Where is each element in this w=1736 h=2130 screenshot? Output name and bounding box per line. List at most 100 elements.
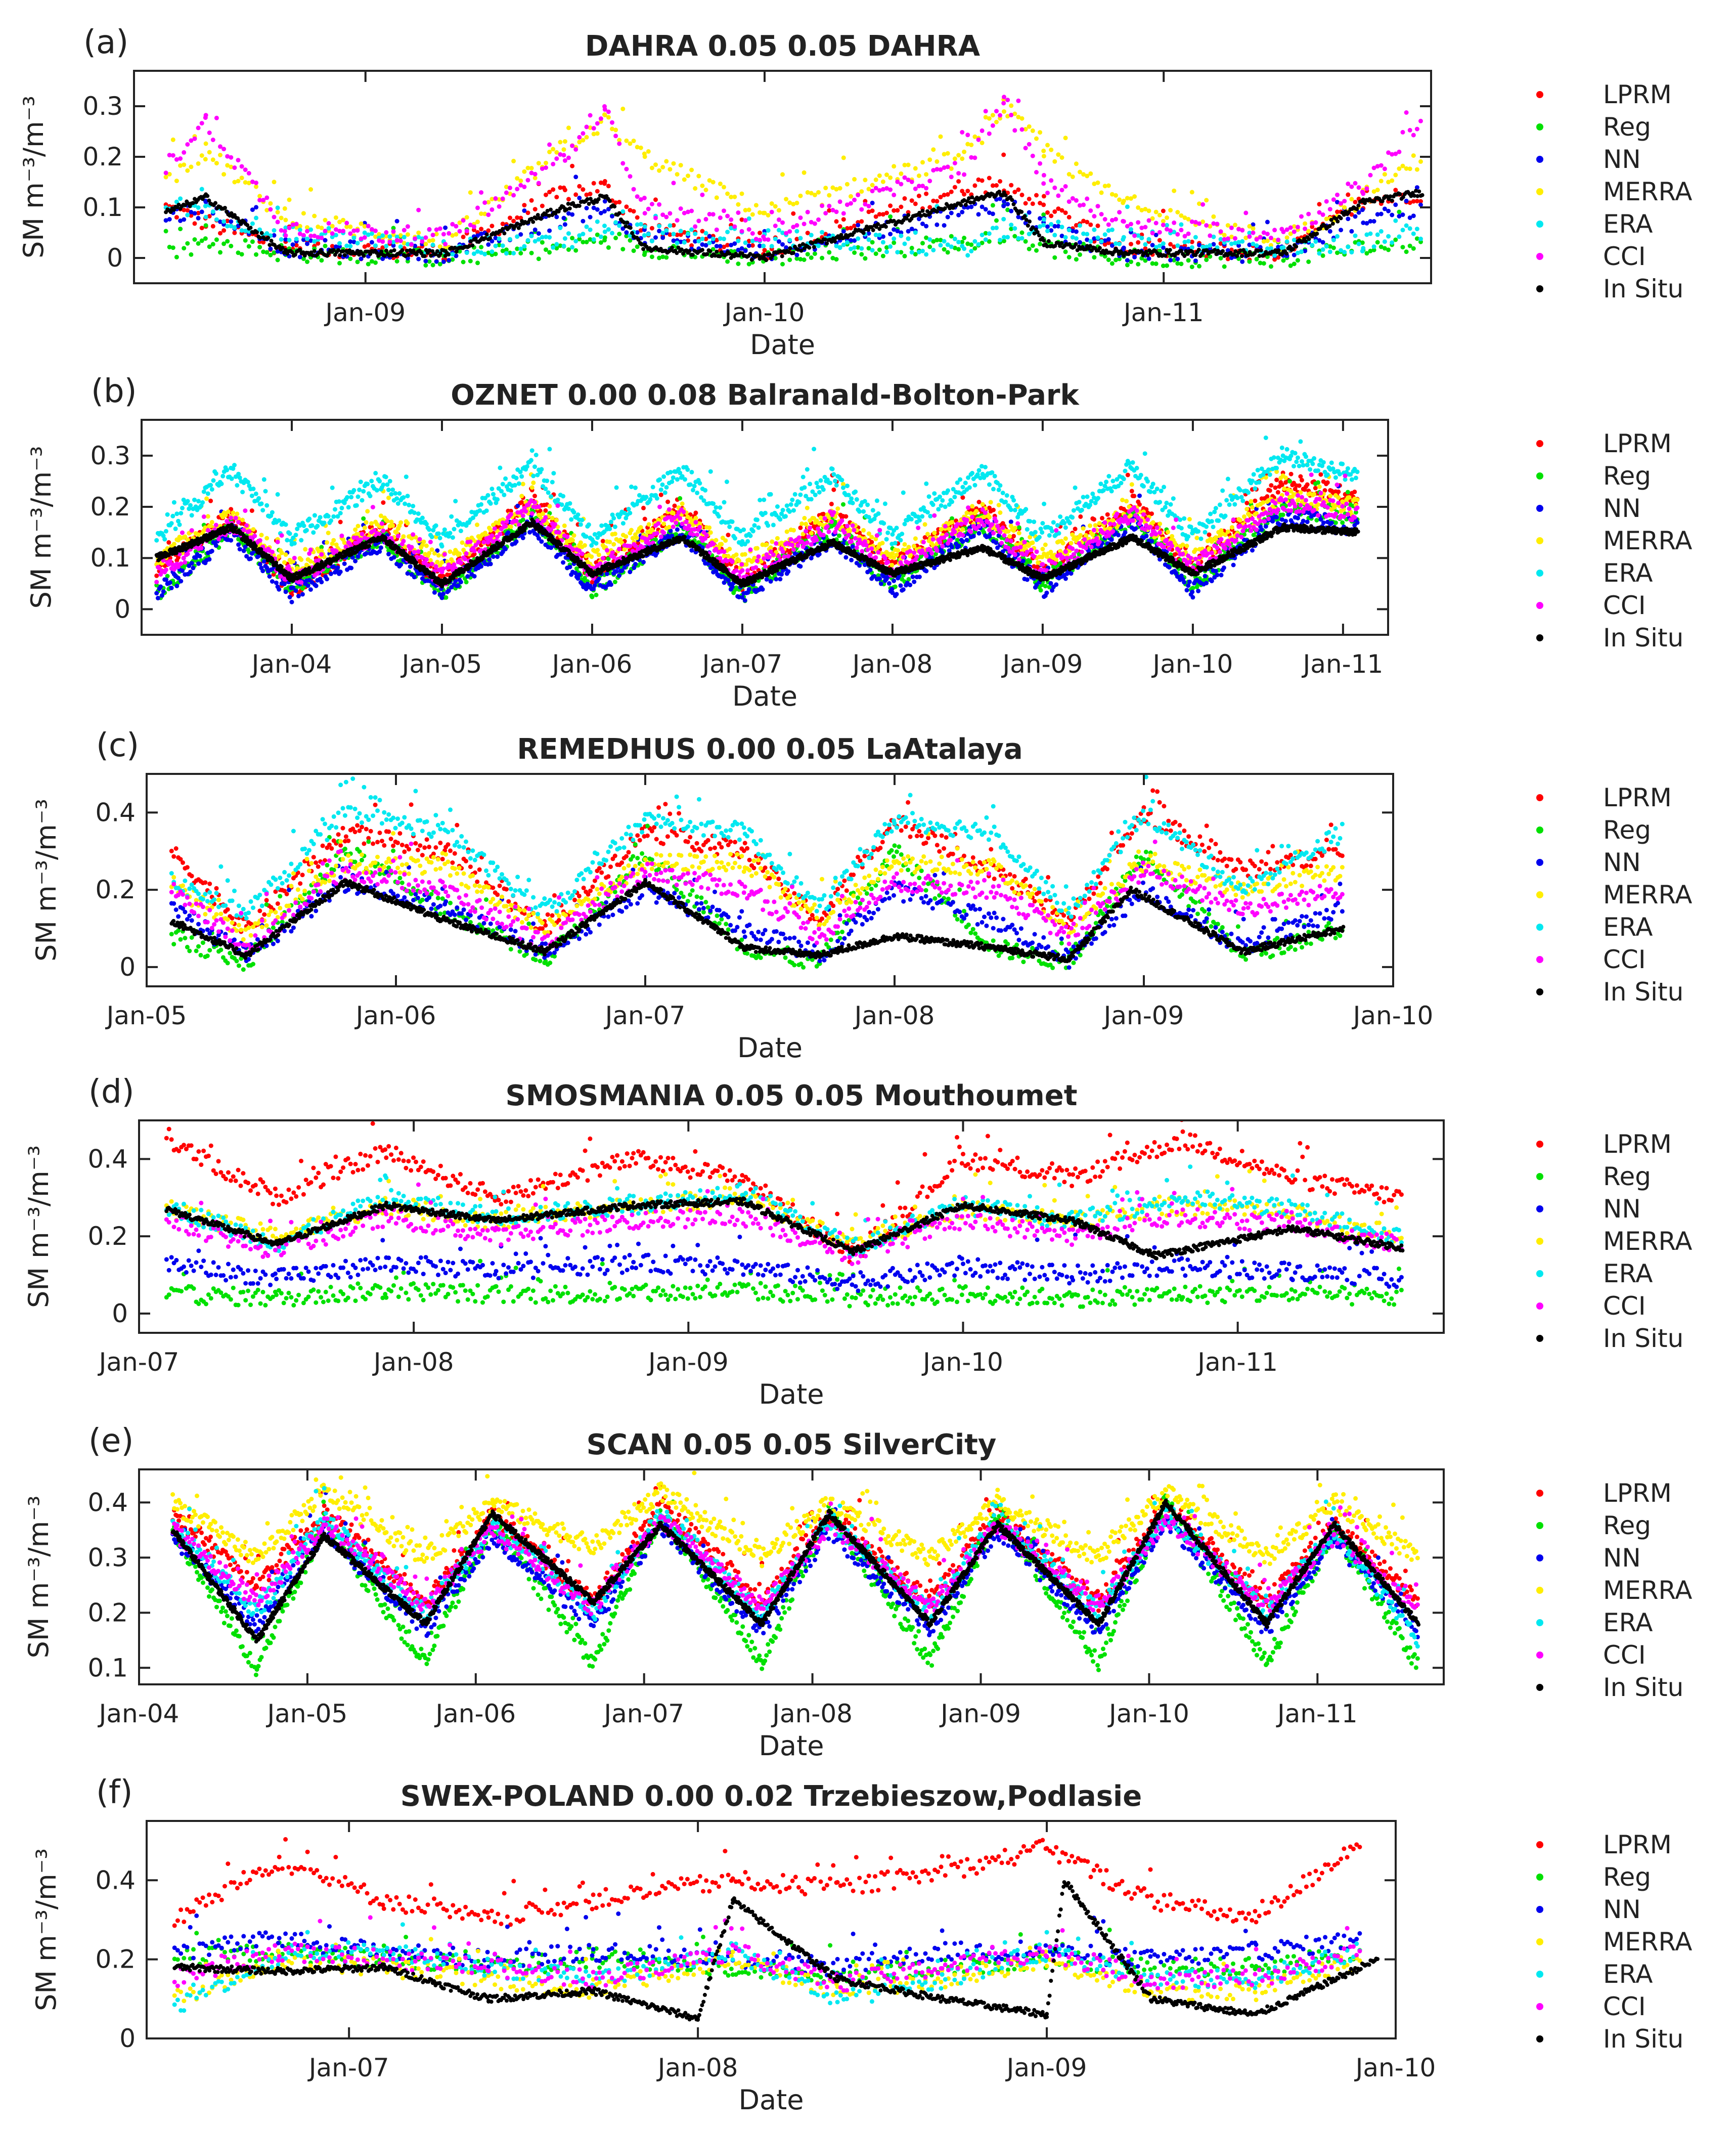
data-point (703, 231, 708, 236)
data-point (221, 147, 227, 152)
data-point (423, 241, 428, 246)
data-point (1041, 194, 1046, 199)
data-point (574, 566, 579, 571)
data-point (1129, 222, 1133, 227)
data-point (1324, 216, 1329, 222)
data-point (581, 232, 586, 237)
data-point (924, 252, 929, 257)
data-point (1327, 249, 1332, 254)
data-point (500, 222, 505, 227)
data-point (1349, 184, 1354, 189)
data-point (167, 244, 172, 249)
data-point (1139, 226, 1144, 230)
data-point (1390, 178, 1395, 183)
data-point (1375, 164, 1380, 169)
data-point (493, 251, 498, 256)
legend-marker (1536, 91, 1543, 98)
data-point (1059, 241, 1064, 245)
data-point (1106, 257, 1111, 263)
data-point (722, 236, 726, 241)
data-point (403, 254, 408, 258)
data-point (1078, 223, 1082, 228)
data-point (787, 257, 792, 263)
data-point (441, 232, 446, 237)
data-point (1290, 247, 1295, 251)
data-point (268, 246, 273, 251)
data-point (892, 227, 897, 232)
data-point (508, 215, 512, 221)
data-point (1129, 242, 1133, 247)
data-point (562, 188, 567, 193)
data-point (257, 198, 262, 203)
data-point (1251, 241, 1256, 246)
data-point (1407, 127, 1412, 133)
data-point (657, 229, 662, 234)
data-point (239, 222, 243, 226)
data-point (998, 113, 1003, 118)
data-point (467, 244, 471, 248)
data-point (750, 212, 755, 217)
legend-label: CCI (1603, 242, 1646, 271)
data-point (1085, 220, 1090, 225)
data-point (1229, 225, 1234, 230)
data-point (229, 224, 234, 229)
data-point (305, 225, 309, 230)
data-point (536, 256, 541, 262)
data-point (366, 224, 371, 229)
data-point (945, 214, 950, 220)
data-point (1261, 230, 1266, 235)
data-point (1258, 260, 1263, 266)
data-point (323, 229, 328, 234)
data-point (366, 262, 371, 267)
data-point (1189, 245, 1194, 250)
data-point (856, 236, 861, 241)
data-point (870, 189, 875, 194)
data-point (561, 215, 566, 221)
data-point (962, 236, 967, 240)
data-point (1407, 200, 1412, 205)
data-point (547, 235, 552, 240)
data-point (805, 190, 810, 195)
data-point (1236, 240, 1241, 245)
data-point (159, 593, 164, 598)
data-point (1298, 474, 1303, 479)
data-point (554, 150, 559, 155)
data-point (866, 231, 871, 236)
data-point (178, 163, 183, 168)
data-point (209, 548, 214, 553)
data-point (218, 153, 222, 157)
data-point (598, 234, 603, 239)
data-point (816, 190, 821, 195)
data-point (402, 241, 407, 246)
data-point (167, 217, 172, 222)
data-point (617, 141, 622, 146)
data-point (856, 245, 861, 250)
data-point (762, 210, 767, 215)
data-point (1097, 246, 1102, 250)
data-point (1393, 237, 1398, 242)
data-point (696, 173, 701, 179)
data-point (1356, 241, 1361, 246)
data-point (1106, 183, 1111, 188)
data-point (1247, 242, 1252, 247)
data-point (620, 161, 626, 166)
data-point (927, 179, 932, 184)
data-point (591, 126, 596, 131)
data-point (1317, 210, 1322, 215)
y-tick-label: 0.2 (82, 142, 123, 171)
data-point (1368, 172, 1373, 178)
data-point (1125, 258, 1130, 263)
data-point (972, 239, 977, 244)
data-point (329, 571, 333, 576)
data-point (959, 203, 963, 207)
panel-title: OZNET 0.00 0.08 Balranald-Bolton-Park (451, 379, 1080, 412)
data-point (767, 252, 772, 256)
data-point (1074, 223, 1079, 228)
data-point (649, 254, 654, 259)
data-point (366, 243, 371, 248)
data-point (283, 589, 288, 594)
data-point (686, 209, 690, 214)
data-point (1349, 250, 1354, 255)
data-point (1235, 254, 1239, 258)
data-point (638, 222, 643, 227)
